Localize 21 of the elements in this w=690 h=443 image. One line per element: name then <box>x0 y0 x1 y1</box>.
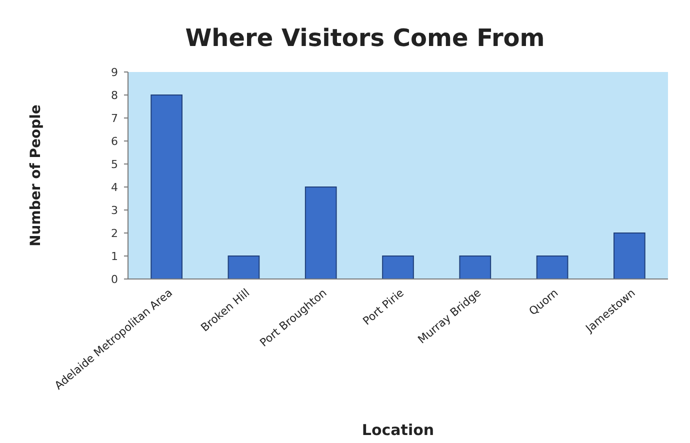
bar <box>536 256 568 280</box>
chart-title: Where Visitors Come From <box>185 24 545 52</box>
bar <box>150 94 182 280</box>
bar <box>614 232 646 280</box>
y-tick-label: 4 <box>111 180 118 194</box>
bar <box>459 256 492 280</box>
y-tick-label: 5 <box>111 158 118 171</box>
x-tick-label: Port Pirie <box>360 286 407 328</box>
y-tick-label: 2 <box>111 226 118 240</box>
bar <box>228 256 260 280</box>
y-tick-label: 1 <box>111 250 118 263</box>
bar <box>382 256 414 280</box>
bar <box>304 186 337 280</box>
y-tick-label: 8 <box>111 88 118 102</box>
y-tick-label: 0 <box>111 272 118 286</box>
y-tick-label: 6 <box>111 134 118 148</box>
y-tick-label: 3 <box>111 204 118 217</box>
y-tick-label: 7 <box>111 112 118 125</box>
x-axis-title: Location <box>362 421 434 439</box>
y-tick-label: 9 <box>111 66 118 79</box>
y-axis-title: Number of People <box>28 104 44 246</box>
